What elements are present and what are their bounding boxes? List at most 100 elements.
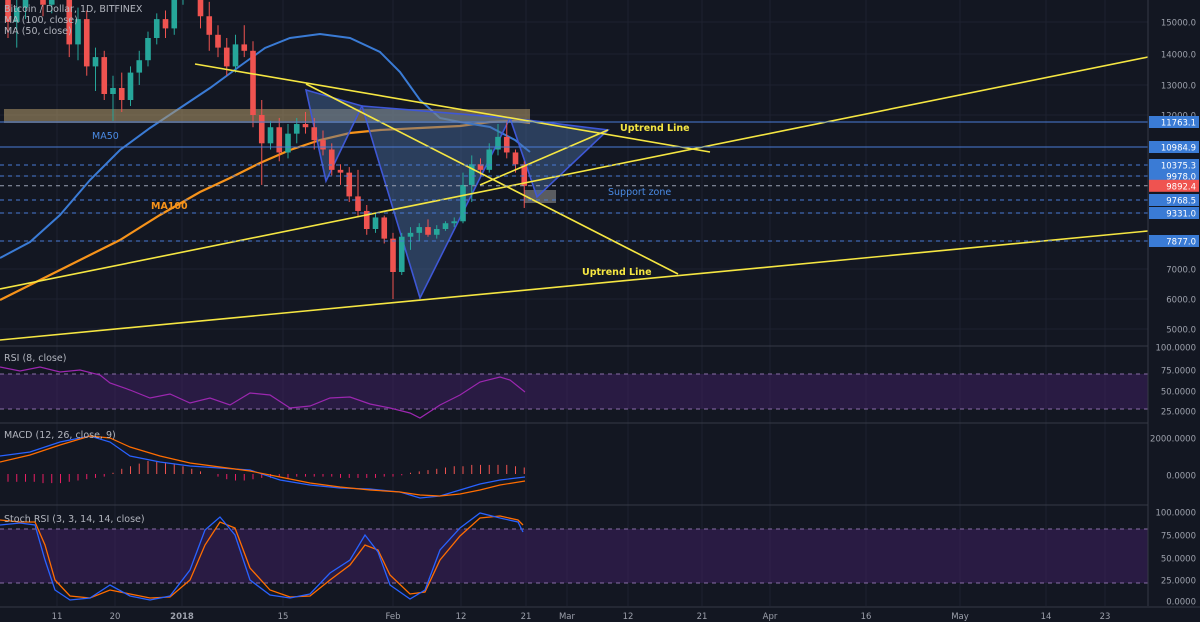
candle-body <box>162 19 169 29</box>
candle-body <box>425 227 431 235</box>
candle-body <box>92 57 99 67</box>
stoch-band <box>0 529 1148 583</box>
candle-body <box>381 217 388 239</box>
price-tag-label: 10984.9 <box>1161 144 1196 154</box>
price-axis-tick: 14000.0 <box>1161 51 1196 61</box>
time-axis-tick: 14 <box>1041 612 1052 622</box>
candle-body <box>442 223 449 230</box>
price-axis-tick: 7000.0 <box>1166 266 1196 276</box>
price-tag <box>1149 141 1199 153</box>
candle-body <box>512 152 519 165</box>
stoch-d-line <box>0 515 524 599</box>
candle-body <box>355 196 361 211</box>
candle-body <box>495 136 501 150</box>
price-axis: 15000.014000.013000.012000.07000.06000.0… <box>1147 0 1200 608</box>
pattern-triangle-3 <box>508 117 610 199</box>
candle-body <box>276 127 283 153</box>
stoch-k-line <box>0 512 524 601</box>
stoch-axis-tick: 25.0000 <box>1161 577 1196 587</box>
time-axis-tick: Feb <box>385 612 400 622</box>
ma100-annotation: MA100 <box>151 201 188 212</box>
candle-body <box>477 164 484 170</box>
time-axis-tick: 21 <box>521 612 532 622</box>
candle-body <box>110 88 116 94</box>
axis-background <box>1148 0 1200 606</box>
price-tag <box>1149 235 1199 247</box>
candle-body <box>363 210 370 230</box>
rsi-band <box>0 374 1148 409</box>
price-tag-label: 9331.0 <box>1166 210 1196 220</box>
price-tag-label: 9892.4 <box>1166 182 1196 192</box>
candle-body <box>267 127 274 144</box>
candle-body <box>398 236 405 272</box>
rsi-axis-tick: 50.0000 <box>1161 388 1196 398</box>
rsi-axis-tick: 75.0000 <box>1161 367 1196 377</box>
time-axis-tick: 20 <box>110 612 121 622</box>
candle-body <box>407 232 414 237</box>
annotations: MA50 MA100 Uptrend Line Uptrend Line Support… <box>92 123 690 278</box>
ma100-legend: MA (100, close) <box>4 15 78 26</box>
macd-line <box>0 435 526 499</box>
candle-body <box>416 227 423 233</box>
candle-body <box>346 172 353 197</box>
uptrend-label-upper: Uptrend Line <box>620 123 690 134</box>
time-axis-tick: 12 <box>623 612 634 622</box>
stoch-legend: Stoch RSI (3, 3, 14, 14, close) <box>4 514 145 525</box>
rsi-legend: RSI (8, close) <box>4 353 67 364</box>
candle-body <box>311 127 318 141</box>
candle-body <box>48 0 55 5</box>
candle-body <box>153 19 160 38</box>
candle-body <box>433 229 440 235</box>
uptrend-line-upper <box>0 56 1149 290</box>
time-axis-tick: 2018 <box>170 612 194 622</box>
candle-body <box>13 7 20 22</box>
price-axis-tick: 15000.0 <box>1161 19 1196 29</box>
candle-body <box>460 184 466 222</box>
candle-body <box>171 0 178 29</box>
candle-body <box>328 149 335 170</box>
stoch-axis-tick: 75.0000 <box>1161 532 1196 542</box>
time-axis-tick: 12 <box>456 612 467 622</box>
candle-body <box>293 124 300 134</box>
price-tag <box>1149 194 1199 206</box>
ma50-legend: MA (50, close) <box>4 26 72 37</box>
price-tag-label: 9978.0 <box>1166 173 1196 183</box>
candle-body <box>118 88 125 100</box>
stoch-axis-tick: 100.0000 <box>1155 509 1196 519</box>
pattern-trendline <box>479 129 609 186</box>
time-axis-tick: May <box>951 612 969 622</box>
macd-axis-tick: 0.0000 <box>1166 472 1196 482</box>
price-axis-tick: 13000.0 <box>1161 82 1196 92</box>
candle-body <box>5 0 11 22</box>
time-axis-tick: Mar <box>559 612 576 622</box>
rsi-line <box>0 366 526 419</box>
uptrend-line-lower <box>0 230 1149 341</box>
time-axis-background <box>0 607 1200 622</box>
ma50-annotation: MA50 <box>92 131 119 142</box>
candle-body <box>250 50 256 115</box>
price-tag-label: 11763.1 <box>1161 119 1196 129</box>
candle-body <box>337 169 344 173</box>
candle-body <box>258 115 265 144</box>
price-axis-tick: 5000.0 <box>1166 326 1196 336</box>
resistance-zone <box>4 109 530 123</box>
time-axis-tick: 11 <box>52 612 63 622</box>
indicator-panes <box>0 366 1148 601</box>
candle-body <box>468 164 475 185</box>
candle-body <box>136 60 143 73</box>
price-tag-label: 10375.3 <box>1161 162 1196 172</box>
rsi-axis-tick: 100.0000 <box>1155 344 1196 354</box>
candle-body <box>223 47 230 67</box>
candle-body <box>215 34 221 48</box>
candle-body <box>232 44 239 67</box>
candle-body <box>503 136 510 153</box>
time-axis: 11 20 2018 15 Feb 12 21 Mar 12 21 Apr 16 May 14 23 <box>0 606 1200 622</box>
price-tag-label: 7877.0 <box>1166 238 1196 248</box>
macd-axis-tick: 2000.0000 <box>1150 435 1196 445</box>
price-tag <box>1149 170 1199 182</box>
trendlines[interactable] <box>0 56 1149 341</box>
candle-body <box>83 19 90 67</box>
price-tag <box>1149 207 1199 219</box>
candle-body <box>451 221 458 224</box>
